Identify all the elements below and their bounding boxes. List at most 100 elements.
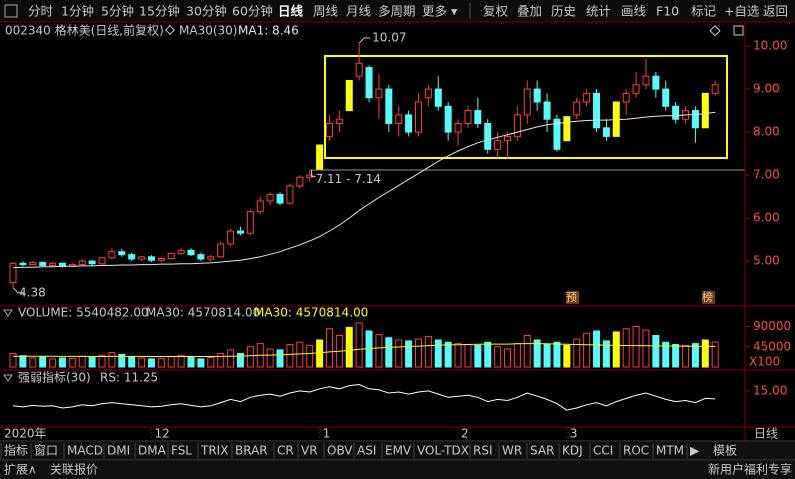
y-tick-label: 15.00	[753, 383, 787, 397]
volume-bar	[682, 344, 690, 368]
volume-bar	[325, 328, 333, 368]
x-tick-label: 2020年	[4, 427, 47, 441]
chart-title: 002340 格林美(日线,前复权)	[5, 23, 164, 38]
tab[interactable]: RSI	[473, 444, 493, 458]
volume-bar	[306, 344, 314, 368]
volume-bar	[167, 356, 175, 368]
volume-bar	[474, 344, 482, 368]
candle-body	[583, 92, 591, 103]
x-tick-label: 12	[154, 427, 169, 441]
volume-bar	[316, 339, 324, 368]
candle-body	[197, 254, 205, 260]
marker[interactable]: 预	[566, 291, 577, 304]
volume-bar	[88, 357, 96, 368]
toolbar-item[interactable]: 周线	[313, 4, 339, 19]
tab[interactable]: WR	[502, 444, 522, 458]
marker-badge[interactable]	[702, 291, 715, 304]
icon[interactable]	[733, 25, 744, 36]
promo-link[interactable]: 新用户福利专享	[708, 462, 792, 477]
toolbar-item[interactable]: 更多 ▾	[422, 4, 458, 19]
x-tick-label: 1	[323, 427, 331, 441]
pane-icon[interactable]	[3, 374, 13, 382]
tab[interactable]: BRAR	[235, 444, 268, 458]
footer-link[interactable]: 关联报价	[50, 462, 98, 477]
candle-body	[276, 193, 284, 204]
toolbar-item[interactable]: 叠加	[517, 4, 542, 19]
tab[interactable]: EMV	[385, 444, 412, 458]
candle-body	[316, 144, 324, 170]
candle-body	[375, 88, 383, 99]
tab[interactable]: SAR	[530, 444, 554, 458]
toolbar-item[interactable]: +自选	[724, 4, 760, 19]
marker-badge[interactable]	[566, 291, 579, 304]
candle-body	[464, 110, 472, 124]
toolbar-item[interactable]: 60分钟	[232, 4, 273, 19]
candle-body	[365, 67, 373, 99]
tab[interactable]: OBV	[327, 444, 353, 458]
tab[interactable]: ▶	[690, 444, 700, 458]
tab[interactable]: 指标	[4, 443, 28, 458]
tab[interactable]: VR	[301, 444, 318, 458]
unit-label: X100	[749, 355, 780, 369]
candle-body	[701, 92, 709, 129]
toolbar-item[interactable]: F10	[656, 4, 679, 19]
tab[interactable]: VOL-TDX	[417, 444, 469, 458]
tab[interactable]: ROC	[623, 444, 649, 458]
toolbar-item[interactable]: 统计	[586, 4, 611, 19]
toolbar-item[interactable]: 画线	[621, 4, 647, 19]
toolbar-item[interactable]: 30分钟	[186, 4, 227, 19]
candle-body	[187, 249, 195, 256]
tab[interactable]: KDJ	[562, 444, 583, 458]
tab[interactable]: DMI	[107, 444, 130, 458]
tab[interactable]: 窗口	[34, 444, 58, 458]
icon[interactable]	[709, 25, 721, 37]
volume-bar	[345, 326, 353, 368]
ma-icon[interactable]	[165, 25, 175, 35]
toolbar-item[interactable]: 5分钟	[101, 4, 134, 19]
pane-icon[interactable]	[3, 309, 13, 317]
toolbar-bg	[0, 0, 795, 22]
tab[interactable]: MTM	[656, 444, 684, 458]
candle-body	[385, 88, 393, 124]
y-tick-label: 7.00	[753, 168, 780, 182]
ma-value: MA1: 8.46	[238, 24, 299, 38]
toolbar-item[interactable]: 标记	[691, 4, 717, 19]
candle-body	[484, 122, 492, 150]
ma-name: MA30(30)	[179, 24, 237, 38]
tab[interactable]: DMA	[138, 444, 167, 458]
menu-icon[interactable]	[4, 4, 18, 18]
toolbar-item[interactable]: 1分钟	[61, 4, 94, 19]
toolbar-item[interactable]: 日线	[278, 4, 304, 19]
y-tick-label: 10.00	[753, 39, 787, 53]
volume-bar	[217, 353, 225, 368]
volume-bar	[108, 352, 116, 368]
footer-link[interactable]: 扩展∧	[4, 463, 37, 477]
toolbar-item[interactable]: 历史	[551, 4, 577, 19]
tab[interactable]: CCI	[593, 444, 613, 458]
tab[interactable]: ASI	[357, 444, 376, 458]
marker[interactable]: 榜	[702, 290, 713, 304]
toolbar-item[interactable]: 复权	[483, 4, 509, 19]
volume-ma-legend: MA30: 4570814.00	[254, 306, 368, 320]
x-tick-label: 3	[570, 427, 578, 441]
candle-body	[325, 122, 333, 137]
tab[interactable]: FSL	[171, 444, 192, 458]
volume-bar	[187, 356, 195, 368]
volume-bar	[177, 354, 185, 368]
tab[interactable]: MACD	[67, 444, 103, 458]
toolbar-item[interactable]: 15分钟	[139, 4, 180, 19]
toolbar-item[interactable]: 返回	[763, 4, 788, 19]
toolbar-item[interactable]: 月线	[346, 4, 372, 19]
tab[interactable]: TRIX	[200, 444, 228, 458]
candle-body	[128, 254, 136, 260]
volume-bar	[464, 344, 472, 368]
annotation-hook	[12, 287, 24, 294]
tab[interactable]: 模板	[713, 444, 737, 458]
toolbar-item[interactable]: 多周期	[378, 4, 416, 19]
toolbar-item[interactable]: 分时	[28, 4, 54, 19]
volume-bar	[454, 343, 462, 368]
volume-bar	[434, 339, 442, 368]
tab[interactable]: CR	[277, 444, 294, 458]
